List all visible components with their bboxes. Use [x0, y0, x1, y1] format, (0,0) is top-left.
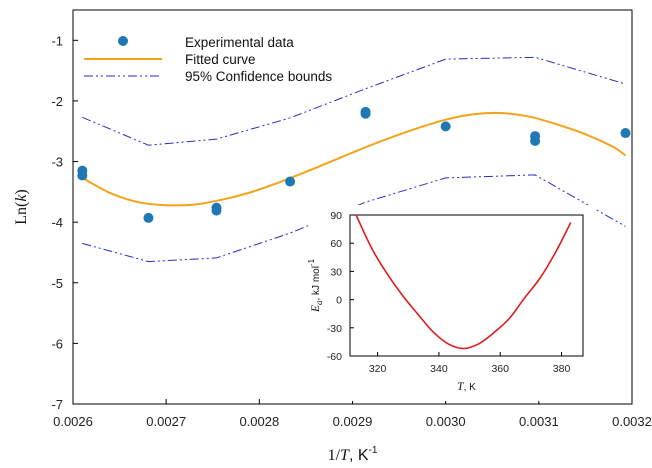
inset-y-tick-label: 90	[330, 210, 342, 222]
inset-y-tick-label: 60	[330, 238, 342, 250]
upper-confidence-bound	[82, 56, 626, 146]
inset-x-tick-label: 360	[491, 363, 509, 375]
inset-x-tick-label: 340	[430, 363, 448, 375]
y-tick-label: -7	[51, 397, 63, 412]
y-tick-label: -4	[51, 215, 63, 230]
x-tick-label: 0.0028	[239, 414, 279, 429]
data-point	[360, 108, 371, 119]
inset-y-tick-label: -30	[327, 323, 342, 335]
inset-x-axis-title: T, K	[457, 381, 476, 393]
x-tick-label: 0.0030	[426, 414, 466, 429]
y-tick-label: -3	[51, 155, 63, 170]
legend-marker-experimental	[118, 36, 128, 46]
legend-label: 95% Confidence bounds	[185, 69, 332, 84]
x-tick-label: 0.0027	[146, 414, 186, 429]
inset-x-tick-label: 320	[369, 363, 387, 375]
data-point	[530, 135, 541, 146]
x-tick-label: 0.0029	[333, 414, 373, 429]
y-axis-title: Ln(k)	[13, 189, 30, 225]
y-tick-label: -5	[51, 276, 63, 291]
y-tick-label: -6	[51, 336, 63, 351]
data-point	[440, 121, 451, 132]
inset-y-tick-label: 0	[336, 295, 342, 307]
data-point	[143, 212, 154, 223]
data-point	[77, 170, 88, 181]
x-tick-label: 0.0032	[612, 414, 652, 429]
inset-frame	[349, 214, 584, 357]
x-tick-label: 0.0026	[53, 414, 93, 429]
legend-label: Fitted curve	[185, 52, 256, 67]
x-axis-title: 1/T, K-1	[328, 445, 378, 464]
y-tick-label: -2	[51, 94, 63, 109]
legend: Experimental data Fitted curve 95% Confide…	[84, 35, 332, 84]
inset-y-tick-label: -60	[327, 351, 342, 363]
inset-y-tick-label: 30	[330, 266, 342, 278]
inset-chart: 320 340 360 380 -60 -30 0 30 60 90 T, K Ea, kJ mol-…	[307, 205, 594, 401]
inset-activation-energy-curve	[355, 214, 572, 350]
y-tick-label: -1	[51, 33, 63, 48]
data-point	[285, 176, 296, 187]
inset-x-tick-label: 380	[553, 363, 571, 375]
fitted-curve	[81, 111, 627, 207]
data-point	[620, 128, 631, 139]
legend-label: Experimental data	[185, 35, 294, 50]
inset-background	[308, 205, 594, 401]
x-tick-label: 0.0031	[519, 414, 559, 429]
inset-y-axis-title: Ea, kJ mol-1	[307, 258, 324, 313]
data-point	[211, 205, 222, 216]
